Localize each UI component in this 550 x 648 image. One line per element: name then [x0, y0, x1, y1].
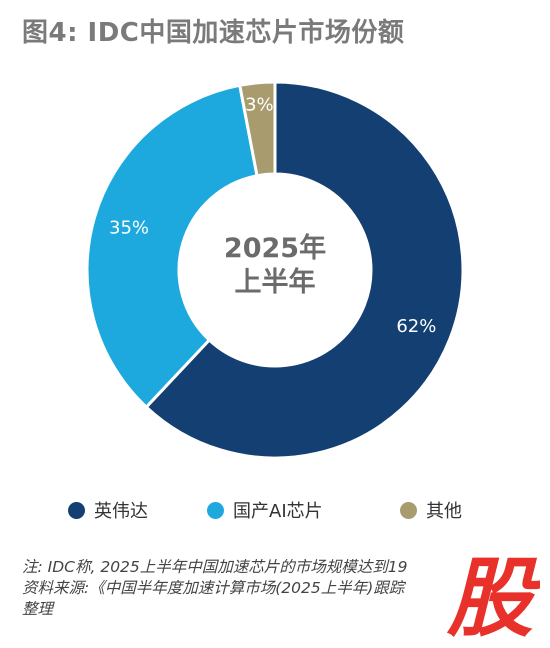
legend-label-other: 其他 — [426, 501, 462, 522]
chart-legend: 英伟达 国产AI芯片 其他 — [0, 497, 550, 527]
legend-swatch-domestic-ai — [207, 501, 224, 519]
legend-swatch-nvidia — [68, 501, 85, 519]
watermark-glyph: 股 — [446, 549, 540, 643]
center-label-year: 2025年 — [223, 233, 327, 264]
donut-slice-0 — [144, 80, 465, 460]
donut-center-label: 2025年 上半年 — [175, 232, 375, 300]
source-line: 资料来源:《中国半年度加速计算市场(2025上半年)跟踪 — [22, 579, 405, 597]
watermark-stamp: 股 — [440, 548, 544, 648]
legend-item-other: 其他 — [400, 497, 462, 523]
slice-value-label-1: 35% — [109, 218, 149, 239]
legend-swatch-other — [400, 501, 417, 519]
center-label-period: 上半年 — [234, 267, 316, 298]
donut-slice-1 — [85, 83, 259, 410]
chart-title: 图4: IDC中国加速芯片市场份额 — [22, 18, 405, 48]
legend-label-nvidia: 英伟达 — [94, 501, 148, 522]
legend-item-nvidia: 英伟达 — [68, 497, 148, 523]
legend-label-domestic-ai: 国产AI芯片 — [233, 501, 323, 522]
source-line-continued: 整理 — [22, 600, 54, 618]
legend-item-domestic-ai: 国产AI芯片 — [207, 497, 323, 523]
slice-value-label-2: 3% — [245, 95, 274, 116]
watermark-icon: 股 — [445, 548, 544, 648]
slice-value-label-0: 62% — [396, 316, 436, 337]
note-line: 注: IDC称, 2025上半年中国加速芯片的市场规模达到19 — [22, 558, 408, 576]
donut-slice-2 — [238, 80, 277, 178]
chart-notes: 注: IDC称, 2025上半年中国加速芯片的市场规模达到19 资料来源:《中国… — [22, 557, 542, 620]
